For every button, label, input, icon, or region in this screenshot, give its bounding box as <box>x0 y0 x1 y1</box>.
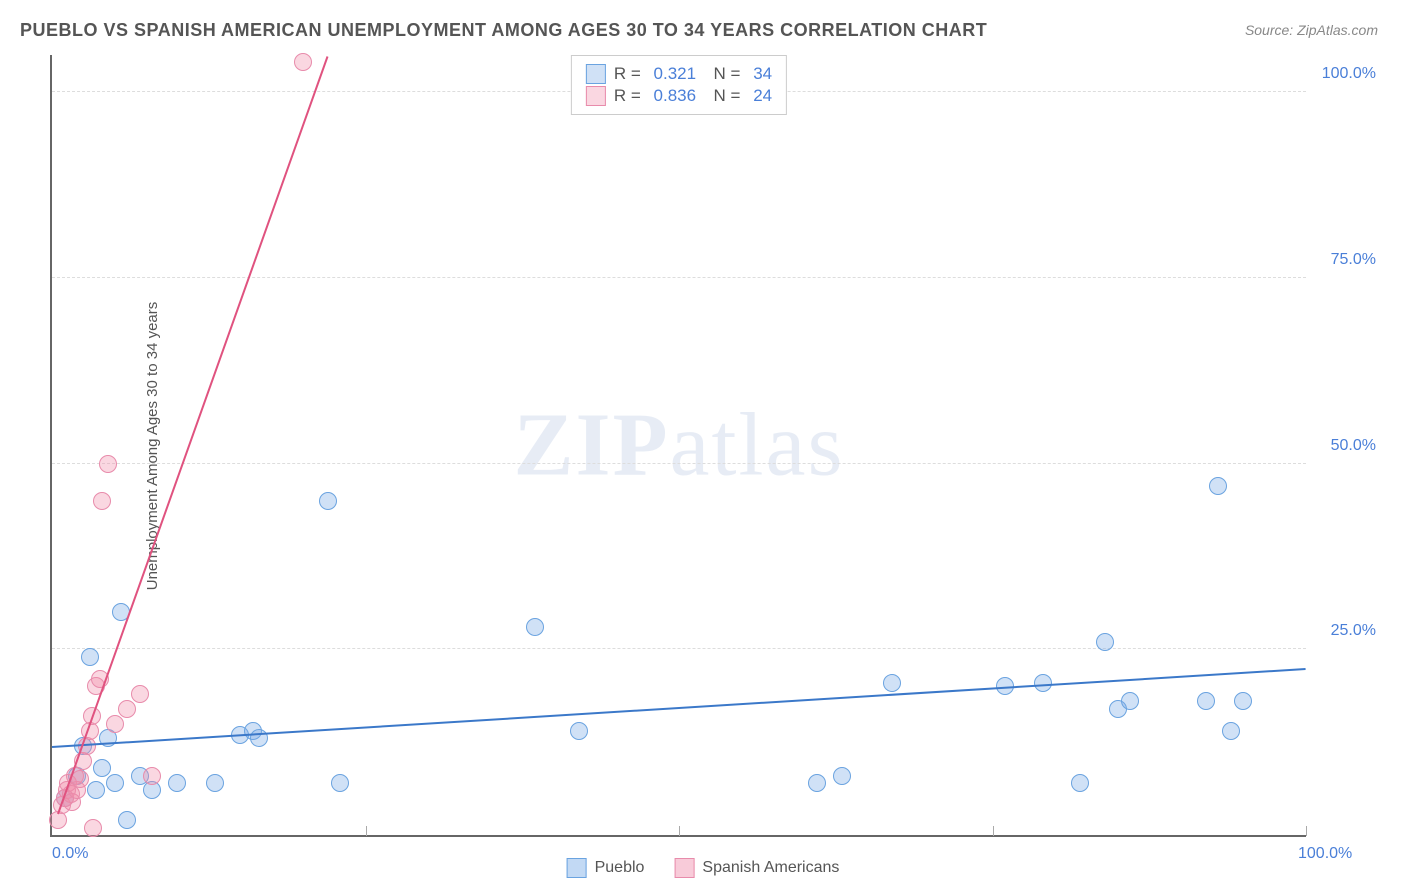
gridline-v <box>993 826 994 836</box>
data-point-spanish <box>106 715 124 733</box>
data-point-pueblo <box>118 811 136 829</box>
legend-label: Pueblo <box>595 859 645 877</box>
gridline-v <box>1306 826 1307 836</box>
data-point-pueblo <box>570 722 588 740</box>
gridline-v <box>679 826 680 836</box>
data-point-pueblo <box>1197 692 1215 710</box>
swatch-spanish <box>586 86 606 106</box>
legend-swatch <box>567 858 587 878</box>
data-point-spanish <box>99 455 117 473</box>
watermark: ZIPatlas <box>514 394 845 497</box>
gridline-h <box>52 648 1306 649</box>
data-point-pueblo <box>833 767 851 785</box>
r-value: 0.321 <box>654 64 697 84</box>
data-point-pueblo <box>206 774 224 792</box>
source-attribution: Source: ZipAtlas.com <box>1245 22 1378 38</box>
legend-swatch <box>674 858 694 878</box>
gridline-h <box>52 277 1306 278</box>
data-point-pueblo <box>93 759 111 777</box>
data-point-pueblo <box>168 774 186 792</box>
y-tick-label: 75.0% <box>1316 251 1376 269</box>
r-value: 0.836 <box>654 86 697 106</box>
stats-legend: R = 0.321 N = 34R = 0.836 N = 24 <box>571 55 787 115</box>
gridline-v <box>366 826 367 836</box>
n-value: 24 <box>753 86 772 106</box>
data-point-spanish <box>84 819 102 837</box>
plot-area: ZIPatlas R = 0.321 N = 34R = 0.836 N = 2… <box>50 55 1306 837</box>
data-point-pueblo <box>1034 674 1052 692</box>
data-point-pueblo <box>1121 692 1139 710</box>
data-point-pueblo <box>883 674 901 692</box>
legend-item: Pueblo <box>567 858 645 878</box>
n-value: 34 <box>753 64 772 84</box>
data-point-spanish <box>143 767 161 785</box>
data-point-pueblo <box>331 774 349 792</box>
data-point-spanish <box>93 492 111 510</box>
stats-row-spanish: R = 0.836 N = 24 <box>586 86 772 106</box>
series-legend: Pueblo Spanish Americans <box>567 858 840 878</box>
data-point-spanish <box>294 53 312 71</box>
regression-line-spanish <box>57 56 328 814</box>
x-tick-label: 100.0% <box>1298 845 1306 863</box>
chart-title: PUEBLO VS SPANISH AMERICAN UNEMPLOYMENT … <box>20 20 987 41</box>
n-label: N = <box>704 86 745 106</box>
y-tick-label: 50.0% <box>1316 437 1376 455</box>
data-point-pueblo <box>808 774 826 792</box>
data-point-pueblo <box>526 618 544 636</box>
gridline-h <box>52 463 1306 464</box>
y-tick-label: 100.0% <box>1316 65 1376 83</box>
data-point-pueblo <box>1096 633 1114 651</box>
swatch-pueblo <box>586 64 606 84</box>
watermark-bold: ZIP <box>514 396 670 495</box>
data-point-pueblo <box>1209 477 1227 495</box>
stats-row-pueblo: R = 0.321 N = 34 <box>586 64 772 84</box>
data-point-pueblo <box>319 492 337 510</box>
n-label: N = <box>704 64 745 84</box>
data-point-spanish <box>131 685 149 703</box>
watermark-light: atlas <box>670 396 845 495</box>
data-point-pueblo <box>1234 692 1252 710</box>
data-point-pueblo <box>81 648 99 666</box>
x-tick-label: 0.0% <box>52 845 88 863</box>
data-point-pueblo <box>106 774 124 792</box>
data-point-pueblo <box>87 781 105 799</box>
r-label: R = <box>614 86 646 106</box>
legend-item: Spanish Americans <box>674 858 839 878</box>
y-tick-label: 25.0% <box>1316 622 1376 640</box>
legend-label: Spanish Americans <box>702 859 839 877</box>
r-label: R = <box>614 64 646 84</box>
data-point-pueblo <box>1071 774 1089 792</box>
data-point-spanish <box>118 700 136 718</box>
data-point-pueblo <box>1222 722 1240 740</box>
